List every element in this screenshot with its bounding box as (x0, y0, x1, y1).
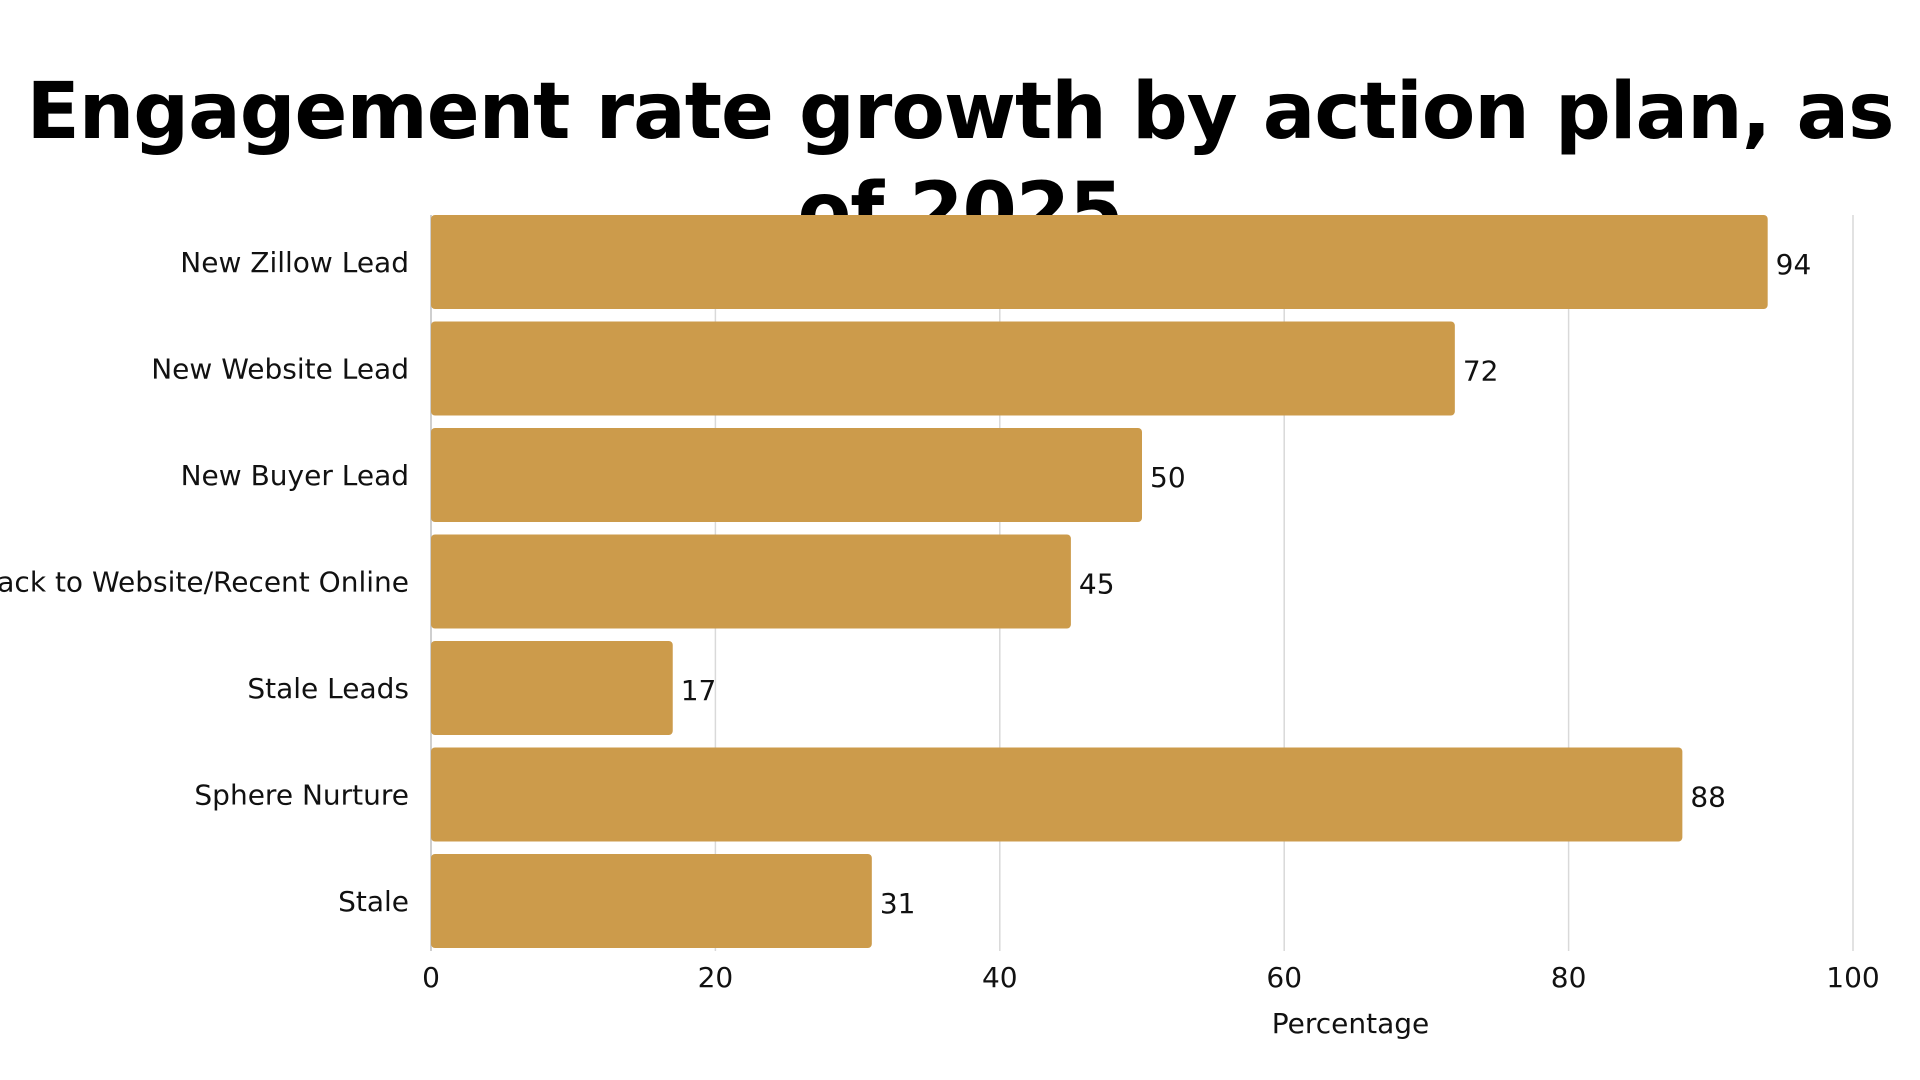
value-label: 31 (880, 887, 916, 920)
value-label: 72 (1463, 355, 1499, 388)
value-label: 45 (1079, 568, 1115, 601)
x-tick-label: 80 (1551, 961, 1587, 994)
bar (431, 854, 872, 948)
x-tick-label: 100 (1826, 961, 1879, 994)
x-tick-label: 20 (698, 961, 734, 994)
category-label: New Website Lead (151, 353, 409, 386)
category-label: Sphere Nurture (194, 779, 409, 812)
bars (431, 215, 1768, 948)
bar (431, 215, 1768, 309)
value-label: 94 (1776, 248, 1812, 281)
x-axis-title: Percentage (1272, 1007, 1430, 1040)
x-axis-ticks: 0 20 40 60 80 100 (422, 961, 1880, 994)
category-label: Stale (338, 885, 409, 918)
category-label: New Buyer Lead (181, 459, 409, 492)
category-label: New Zillow Lead (180, 246, 409, 279)
category-labels: New Zillow Lead New Website Lead New Buyer… (0, 246, 409, 918)
x-tick-label: 0 (422, 961, 440, 994)
bar (431, 428, 1142, 522)
bar (431, 321, 1455, 416)
bar (431, 641, 673, 735)
value-labels: 94 72 50 45 17 88 31 (681, 248, 1812, 920)
bar (431, 534, 1071, 629)
value-label: 17 (681, 674, 717, 707)
x-tick-label: 60 (1266, 961, 1302, 994)
category-label: Stale Leads (247, 672, 409, 705)
x-tick-label: 40 (982, 961, 1018, 994)
value-label: 50 (1150, 461, 1186, 494)
category-label: Back to Website/Recent Online (0, 566, 409, 599)
chart-title: Engagement rate growth by action plan, a… (26, 67, 1894, 257)
value-label: 88 (1690, 781, 1726, 814)
bar (431, 747, 1683, 842)
